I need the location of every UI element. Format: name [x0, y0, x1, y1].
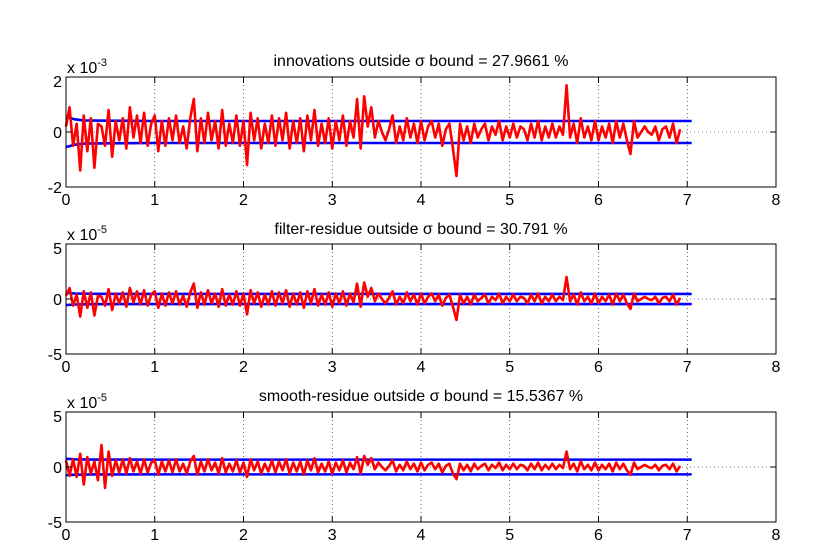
y-tick-label: 5: [53, 409, 62, 426]
x-tick-label: 5: [505, 192, 514, 209]
exponent-label: x 10-3: [67, 57, 107, 77]
subplot-innovations: innovations outside σ bound = 27.9661 % …: [48, 53, 781, 209]
x-ticks: [66, 244, 776, 354]
lower-sigma-bound-line: [65, 473, 692, 477]
upper-sigma-bound-line: [65, 457, 692, 461]
x-tick-label: 7: [683, 359, 692, 376]
x-tick-labels: 0 1 2 3 4 5 6 7 8: [62, 527, 781, 544]
x-tick-label: 0: [62, 527, 71, 544]
subplot-title: innovations outside σ bound = 27.9661 %: [274, 53, 569, 70]
x-tick-label: 8: [772, 359, 781, 376]
y-tick-labels: -2 0 2: [48, 74, 62, 197]
x-tick-label: 3: [328, 359, 337, 376]
exponent-label: x 10-5: [67, 392, 107, 412]
x-tick-label: 7: [683, 527, 692, 544]
x-tick-label: 5: [505, 359, 514, 376]
subplot-title: smooth-residue outside σ bound = 15.5367…: [259, 388, 583, 405]
x-tick-label: 1: [150, 192, 159, 209]
x-tick-label: 5: [505, 527, 514, 544]
x-tick-labels: 0 1 2 3 4 5 6 7 8: [62, 359, 781, 376]
x-tick-label: 4: [417, 527, 426, 544]
x-tick-label: 3: [328, 192, 337, 209]
x-tick-labels: 0 1 2 3 4 5 6 7 8: [62, 192, 781, 209]
x-tick-label: 1: [150, 527, 159, 544]
innovation-series-line: [64, 83, 682, 178]
subplot-filter-residue: filter-residue outside σ bound = 30.791 …: [48, 221, 781, 376]
x-tick-label: 8: [772, 527, 781, 544]
x-tick-label: 0: [62, 359, 71, 376]
y-tick-label: 5: [53, 241, 62, 258]
x-tick-label: 4: [417, 192, 426, 209]
x-ticks: [66, 77, 776, 187]
x-tick-label: 2: [239, 527, 248, 544]
x-tick-label: 1: [150, 359, 159, 376]
x-tick-label: 0: [62, 192, 71, 209]
subplot-smooth-residue: smooth-residue outside σ bound = 15.5367…: [48, 388, 781, 544]
x-tick-label: 8: [772, 192, 781, 209]
x-tick-label: 7: [683, 192, 692, 209]
y-tick-label: -5: [48, 347, 62, 364]
x-tick-label: 2: [239, 359, 248, 376]
y-tick-label: 0: [53, 125, 62, 142]
x-tick-label: 6: [594, 359, 603, 376]
x-tick-label: 2: [239, 192, 248, 209]
subplot-title: filter-residue outside σ bound = 30.791 …: [274, 221, 567, 238]
x-ticks: [66, 412, 776, 522]
y-tick-label: 2: [53, 74, 62, 91]
y-tick-label: -5: [48, 515, 62, 532]
exponent-label: x 10-5: [67, 224, 107, 244]
y-tick-labels: -5 0 5: [48, 409, 62, 532]
y-tick-labels: -5 0 5: [48, 241, 62, 364]
y-tick-label: 0: [53, 460, 62, 477]
x-tick-label: 4: [417, 359, 426, 376]
filter-residue-series-line: [64, 275, 682, 322]
x-tick-label: 6: [594, 192, 603, 209]
y-tick-label: 0: [53, 292, 62, 309]
x-tick-label: 6: [594, 527, 603, 544]
y-tick-label: -2: [48, 180, 62, 197]
x-tick-label: 3: [328, 527, 337, 544]
smooth-residue-series-line: [64, 443, 682, 490]
